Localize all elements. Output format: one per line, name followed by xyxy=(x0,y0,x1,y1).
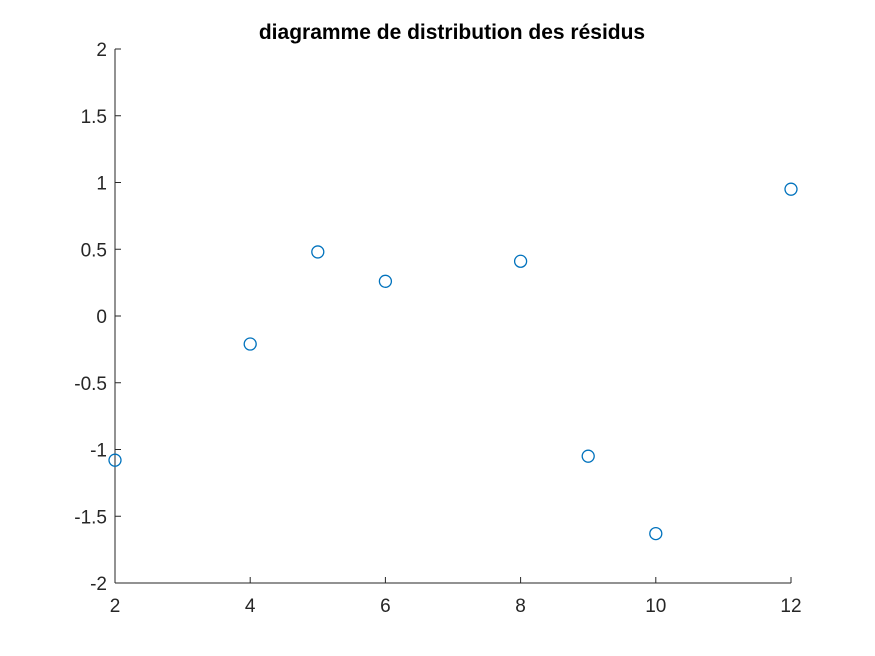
y-axis-ticks: 2 1.5 1 0.5 0 -0.5 -1 -1.5 -2 xyxy=(74,40,121,595)
data-point xyxy=(378,274,393,288)
data-point xyxy=(311,245,325,259)
plot-axes: 2 1.5 1 0.5 0 -0.5 -1 -1.5 -2 2 4 6 8 10 12 xyxy=(74,40,801,617)
data-point xyxy=(243,337,257,351)
y-tick-label: 1 xyxy=(96,174,107,195)
y-tick-label: -2 xyxy=(90,574,107,595)
y-tick-label: 0 xyxy=(96,307,107,328)
x-tick-label: 10 xyxy=(645,596,666,617)
x-tick-label: 4 xyxy=(245,596,256,617)
data-point xyxy=(649,526,663,541)
data-point xyxy=(513,254,528,268)
x-axis-ticks: 2 4 6 8 10 12 xyxy=(110,577,802,617)
data-point xyxy=(108,453,122,467)
y-tick-label: -1.5 xyxy=(74,507,107,528)
data-point xyxy=(581,449,595,463)
x-tick-label: 8 xyxy=(515,596,526,617)
y-tick-label: 0.5 xyxy=(81,240,107,261)
y-tick-label: 2 xyxy=(96,40,107,61)
x-tick-label: 2 xyxy=(110,596,121,617)
data-points xyxy=(108,182,798,541)
x-tick-label: 6 xyxy=(380,596,391,617)
x-tick-label: 12 xyxy=(780,596,801,617)
y-tick-label: -1 xyxy=(90,441,107,462)
y-tick-label: -0.5 xyxy=(74,374,107,395)
chart-title: diagramme de distribution des résidus xyxy=(259,21,645,44)
data-point xyxy=(784,182,798,196)
y-tick-label: 1.5 xyxy=(81,107,107,128)
